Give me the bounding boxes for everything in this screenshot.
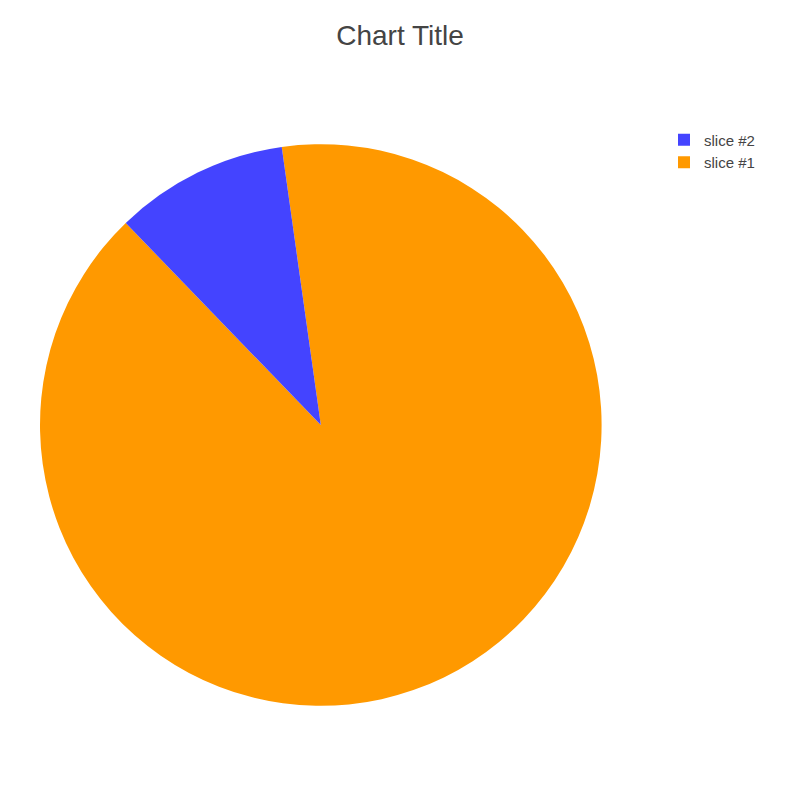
svg-text:slice #1: slice #1 bbox=[704, 154, 755, 171]
svg-text:slice #2: slice #2 bbox=[704, 132, 755, 149]
svg-text:Chart Title: Chart Title bbox=[336, 20, 464, 51]
